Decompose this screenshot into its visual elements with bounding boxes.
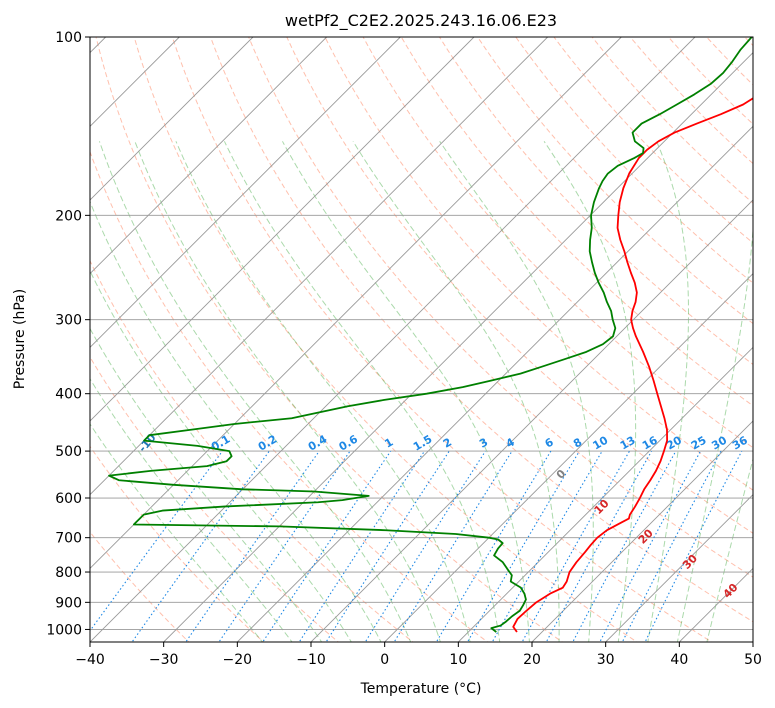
moist-adiabat	[647, 141, 689, 642]
mixing-ratio-line	[572, 450, 677, 642]
moist-adiabat	[175, 141, 471, 642]
mixing-ratio-line	[393, 450, 513, 642]
x-tick-label: 20	[523, 652, 541, 668]
x-tick-label: 0	[380, 652, 389, 668]
moist-adiabat	[352, 141, 560, 642]
y-tick-label: 500	[55, 444, 82, 460]
x-tick-label: 40	[670, 652, 688, 668]
dry-adiabat	[362, 37, 753, 449]
moist-adiabat	[439, 141, 594, 642]
mixing-ratio-line	[131, 450, 270, 642]
moist-adiabat	[282, 141, 530, 642]
y-tick-label: 100	[55, 30, 82, 46]
x-axis-label: Temperature (°C)	[360, 681, 482, 697]
mixing-ratio-line	[325, 450, 450, 642]
dry-adiabat	[90, 150, 489, 642]
isotherm-line	[163, 52, 753, 642]
x-tick-label: −10	[296, 652, 326, 668]
temperature-profile	[512, 97, 753, 633]
y-tick-label: 300	[55, 313, 82, 329]
mixing-ratio-line	[185, 450, 320, 642]
isotherm-line	[90, 37, 254, 201]
moist-adiabat	[706, 457, 753, 642]
moist-adiabat	[90, 377, 293, 642]
isotherm-line	[237, 125, 753, 642]
mixing-ratio-line	[298, 450, 425, 642]
moist-adiabat	[134, 141, 441, 642]
x-tick-label: −30	[149, 652, 179, 668]
mixing-ratio-line	[262, 450, 392, 642]
x-tick-label: 10	[449, 652, 467, 668]
moist-adiabat	[543, 141, 637, 642]
x-tick-label: −40	[75, 652, 105, 668]
dewpoint-profile	[108, 37, 753, 633]
moist-adiabat	[223, 141, 501, 642]
x-tick-label: 30	[597, 652, 615, 668]
plot-frame	[89, 36, 754, 643]
y-tick-label: 200	[55, 208, 82, 224]
isotherm-line	[90, 37, 696, 642]
isotherm-line	[90, 37, 401, 348]
mixing-ratio-line	[90, 450, 223, 632]
isotherm-line	[90, 37, 327, 275]
moist-adiabat	[90, 327, 323, 642]
isotherm-line	[310, 199, 753, 642]
mixing-ratio-line	[599, 450, 702, 642]
isotherm-line	[90, 37, 475, 422]
mixing-ratio-line	[621, 450, 722, 642]
dry-adiabat	[324, 37, 753, 491]
y-tick-label: 800	[55, 565, 82, 581]
dry-adiabat	[248, 37, 753, 578]
x-tick-label: 50	[744, 652, 762, 668]
y-tick-label: 1000	[46, 622, 82, 638]
isotherm-line	[531, 420, 753, 642]
moist-adiabat	[676, 223, 753, 642]
dry-adiabat	[171, 37, 713, 642]
chart-title: wetPf2_C2E2.2025.243.16.06.E23	[285, 11, 557, 31]
y-tick-label: 700	[55, 531, 82, 547]
axis-ticks: −40 −30 −20 −10 0 10 20 30 40 50 100 200 300 400 500 60…	[46, 30, 762, 668]
mixing-ratio-line	[218, 450, 351, 642]
y-axis-label: Pressure (hPa)	[12, 289, 28, 389]
isotherm-line	[90, 37, 548, 496]
isotherm-line	[605, 494, 753, 642]
moist-adiabat	[90, 200, 382, 642]
x-tick-label: −20	[223, 652, 253, 668]
y-tick-label: 600	[55, 491, 82, 507]
plot-area: 0.10.20.40.611.52346810131620253036-100-…	[90, 37, 753, 642]
isotherm-line	[90, 37, 622, 569]
isotherm-line	[384, 273, 753, 642]
mixing-ratio-line	[364, 450, 486, 642]
y-tick-label: 900	[55, 595, 82, 611]
dry-adiabat	[286, 37, 753, 534]
y-tick-label: 400	[55, 387, 82, 403]
isotherm-line	[458, 346, 753, 642]
mixing-ratio-line	[466, 450, 580, 642]
dry-adiabat	[438, 37, 753, 366]
